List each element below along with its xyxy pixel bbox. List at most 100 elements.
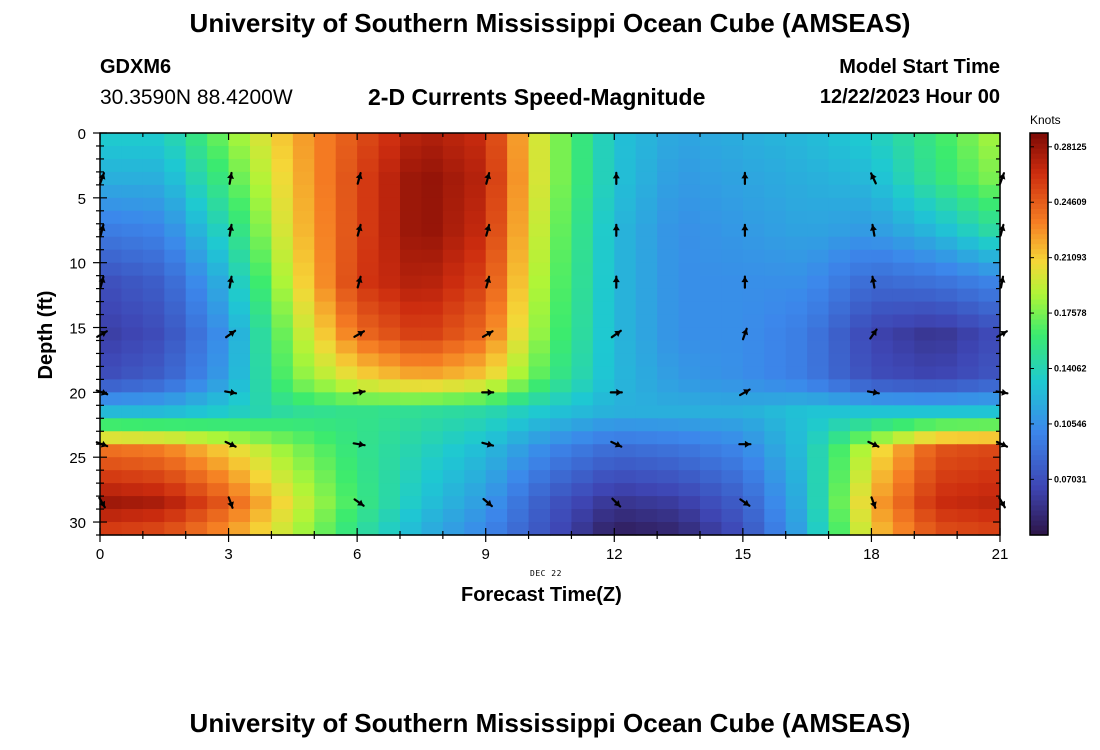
- heatmap-cell: [421, 327, 444, 342]
- heatmap-cell: [828, 158, 851, 173]
- heatmap-cell: [357, 171, 380, 186]
- heatmap-cell: [614, 145, 637, 160]
- heatmap-cell: [678, 496, 701, 510]
- heatmap-cell: [785, 275, 808, 290]
- heatmap-cell: [614, 210, 637, 225]
- heatmap-cell: [978, 171, 1001, 186]
- heatmap-cell: [785, 444, 808, 458]
- heatmap-cell: [657, 145, 680, 160]
- heatmap-cell: [400, 133, 423, 147]
- heatmap-cell: [700, 379, 723, 393]
- heatmap-cell: [314, 275, 337, 290]
- heatmap-cell: [100, 275, 123, 290]
- heatmap-cell: [357, 184, 380, 199]
- colorbar-segment: [1030, 394, 1048, 400]
- heatmap-cell: [742, 353, 765, 368]
- heatmap-cell: [914, 327, 937, 342]
- heatmap-cell: [314, 444, 337, 458]
- heatmap-cell: [592, 275, 615, 290]
- heatmap-cell: [700, 509, 723, 523]
- heatmap-cell: [828, 457, 851, 471]
- heatmap-cell: [528, 275, 551, 290]
- heatmap-cell: [978, 444, 1001, 458]
- heatmap-cell: [378, 340, 401, 355]
- heatmap-cell: [828, 509, 851, 523]
- heatmap-cell: [207, 236, 230, 251]
- heatmap-cell: [721, 392, 744, 406]
- heatmap-cell: [892, 457, 915, 471]
- colorbar-segment: [1030, 344, 1048, 350]
- colorbar-tick-label: 0.07031: [1054, 474, 1087, 484]
- heatmap-cell: [378, 275, 401, 290]
- heatmap-cell: [785, 171, 808, 186]
- heatmap-cell: [935, 483, 958, 497]
- colorbar-segment: [1030, 374, 1048, 380]
- heatmap-cell: [164, 145, 187, 160]
- heatmap-cell: [464, 171, 487, 186]
- colorbar-segment: [1030, 158, 1048, 164]
- heatmap-cell: [292, 431, 315, 445]
- heatmap-cell: [657, 418, 680, 432]
- heatmap-cell: [100, 483, 123, 497]
- heatmap-cell: [507, 301, 530, 316]
- y-axis-label: Depth (ft): [35, 291, 57, 380]
- current-vector-arrow: [741, 275, 749, 289]
- heatmap-cell: [378, 145, 401, 160]
- heatmap-cell: [785, 210, 808, 225]
- heatmap-cell: [185, 249, 208, 264]
- heatmap-cell: [400, 197, 423, 212]
- heatmap-cell: [571, 275, 594, 290]
- heatmap-cell: [207, 340, 230, 355]
- heatmap-cell: [785, 197, 808, 212]
- heatmap-cell: [250, 327, 273, 342]
- date-marker: DEC 22: [530, 569, 562, 578]
- heatmap-cell: [442, 197, 465, 212]
- current-vector-arrow: [353, 498, 365, 507]
- heatmap-cell: [421, 133, 444, 147]
- heatmap-cell: [335, 314, 358, 329]
- heatmap-cell: [378, 470, 401, 484]
- heatmap-cell: [764, 236, 787, 251]
- heatmap-cell: [892, 288, 915, 303]
- heatmap-cell: [614, 301, 637, 316]
- heatmap-cell: [142, 353, 165, 368]
- heatmap-cell: [892, 236, 915, 251]
- heatmap-cell: [400, 522, 423, 536]
- heatmap-cell: [507, 496, 530, 510]
- heatmap-cell: [250, 171, 273, 186]
- colorbar-segment: [1030, 354, 1048, 360]
- heatmap-cell: [185, 379, 208, 393]
- heatmap-cell: [807, 145, 830, 160]
- heatmap-cell: [871, 418, 894, 432]
- heatmap-cell: [807, 158, 830, 173]
- heatmap-cell: [807, 184, 830, 199]
- heatmap-cell: [700, 470, 723, 484]
- heatmap-cell: [635, 249, 658, 264]
- heatmap-cell: [592, 184, 615, 199]
- heatmap-cell: [678, 249, 701, 264]
- heatmap-cell: [271, 171, 294, 186]
- heatmap-cell: [635, 353, 658, 368]
- heatmap-cell: [378, 431, 401, 445]
- heatmap-cell: [207, 431, 230, 445]
- heatmap-cell: [271, 327, 294, 342]
- heatmap-cell: [357, 522, 380, 536]
- heatmap-cell: [421, 262, 444, 277]
- heatmap-cell: [678, 444, 701, 458]
- current-vector-arrow: [738, 388, 751, 397]
- heatmap-cell: [850, 145, 873, 160]
- heatmap-cell: [700, 431, 723, 445]
- heatmap-cell: [121, 327, 144, 342]
- heatmap-cell: [335, 470, 358, 484]
- heatmap-cell: [400, 327, 423, 342]
- heatmap-cell: [207, 509, 230, 523]
- heatmap-cell: [592, 133, 615, 147]
- heatmap-cell: [764, 133, 787, 147]
- heatmap-cell: [871, 444, 894, 458]
- heatmap-cell: [807, 379, 830, 393]
- heatmap-cell: [892, 210, 915, 225]
- heatmap-cell: [721, 509, 744, 523]
- heatmap-cell: [742, 444, 765, 458]
- heatmap-cell: [271, 457, 294, 471]
- current-vector-arrow: [227, 171, 234, 185]
